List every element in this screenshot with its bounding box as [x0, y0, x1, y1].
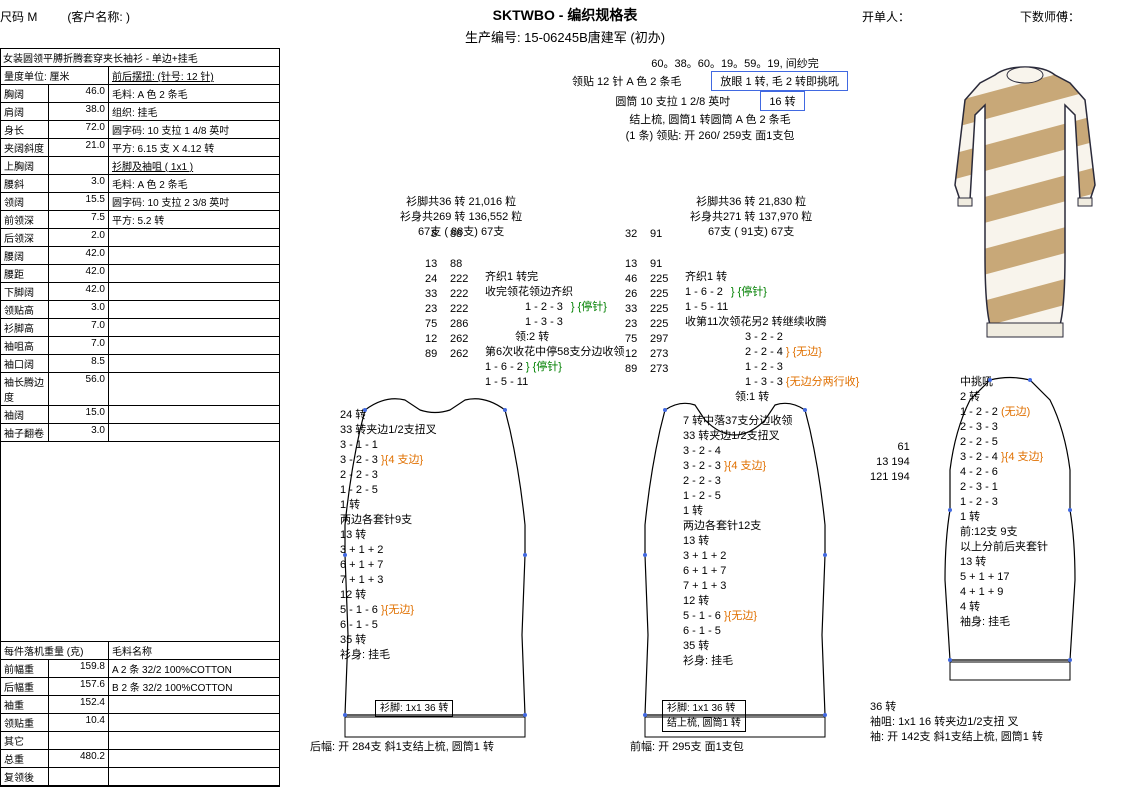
unit-label: 量度单位: 厘米 [1, 67, 109, 84]
back-panel-outline [310, 375, 560, 745]
size-label: 尺码 M [0, 8, 37, 25]
sleeve-nums: 6113 194121 194 [870, 440, 910, 485]
front-foot: 衫脚: 1x1 36 转结上梳, 圆筒1 转 [662, 700, 746, 732]
opener: 开单人： [862, 8, 910, 25]
mat-head: 毛料名称 [109, 642, 279, 659]
back-foot: 衫脚: 1x1 36 转 [375, 700, 453, 717]
back-nums-l: 8 13243323751289 [425, 227, 437, 362]
counter: 下数师傅： [1020, 8, 1080, 25]
collar-r1: 放眼 1 转, 毛 2 转即挑吼 [711, 71, 848, 91]
size-customer: 尺码 M (客户名称: ) [0, 8, 200, 25]
left-spec-panel: 女装圆领平膊折腾套穿夹长袖衫 - 单边+挂毛 量度单位: 厘米 前后摆扭: (针… [0, 48, 280, 787]
doc-subtitle: 生产编号: 15-06245B唐建军 (初办) [0, 27, 1130, 46]
collar-l2: 圆筒 10 支拉 1 2/8 英吋 [615, 93, 730, 109]
front-nums-r: 91 91225225225225297273273 [650, 227, 668, 377]
front-panel-outline [610, 375, 860, 745]
collar-r2: 16 转 [760, 91, 804, 111]
sleeve-outline [910, 360, 1110, 740]
sleeve-bottom: 袖: 开 142支 斜1支结上梳, 圆筒1 转 [870, 730, 1043, 745]
sleeve-foot: 袖咀: 1x1 16 转夹边1/2支扭 叉 [870, 715, 1019, 730]
garment-illustration [935, 55, 1115, 345]
weight-title: 每件落机重量 (克) [1, 642, 109, 659]
gauge-head: 前后摆扭: (针号: 12 针) [109, 67, 279, 84]
sleeve-foot-turns: 36 转 [870, 700, 896, 715]
back-instr: 齐织1 转完 收完领花领边齐织 1 - 2 - 3}{停针} 1 - 3 - 3… [485, 270, 624, 390]
customer-label: (客户名称: ) [67, 8, 130, 25]
front-header: 衫脚共36 转 21,830 粒衫身共271 转 137,970 粒67支 ( … [690, 195, 812, 240]
front-nums-l: 32 1346263323751289 [625, 227, 637, 377]
back-nums-r: 88 88222222222286262262 [450, 227, 468, 362]
collar-l1: 领贴 12 针 A 色 2 条毛 [572, 73, 681, 89]
garment-desc: 女装圆领平膊折腾套穿夹长袖衫 - 单边+挂毛 [1, 49, 279, 67]
